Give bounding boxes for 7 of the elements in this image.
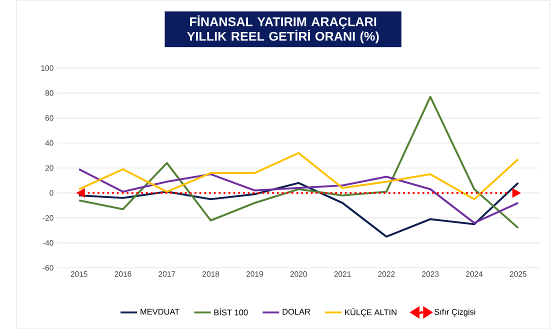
legend-label: DOLAR xyxy=(282,308,310,315)
legend-label: KÜLÇE ALTIN xyxy=(345,308,396,317)
legend-label: MEVDUAT xyxy=(140,308,180,315)
chart-title: FİNANSAL YATIRIM ARAÇLARI YILLIK REEL GETİRİ ORANI (%) xyxy=(186,15,379,44)
legend-label: Sıfır Çizgisi xyxy=(434,308,476,316)
legend-label: BİST 100 xyxy=(214,308,248,316)
line-series xyxy=(78,96,520,229)
